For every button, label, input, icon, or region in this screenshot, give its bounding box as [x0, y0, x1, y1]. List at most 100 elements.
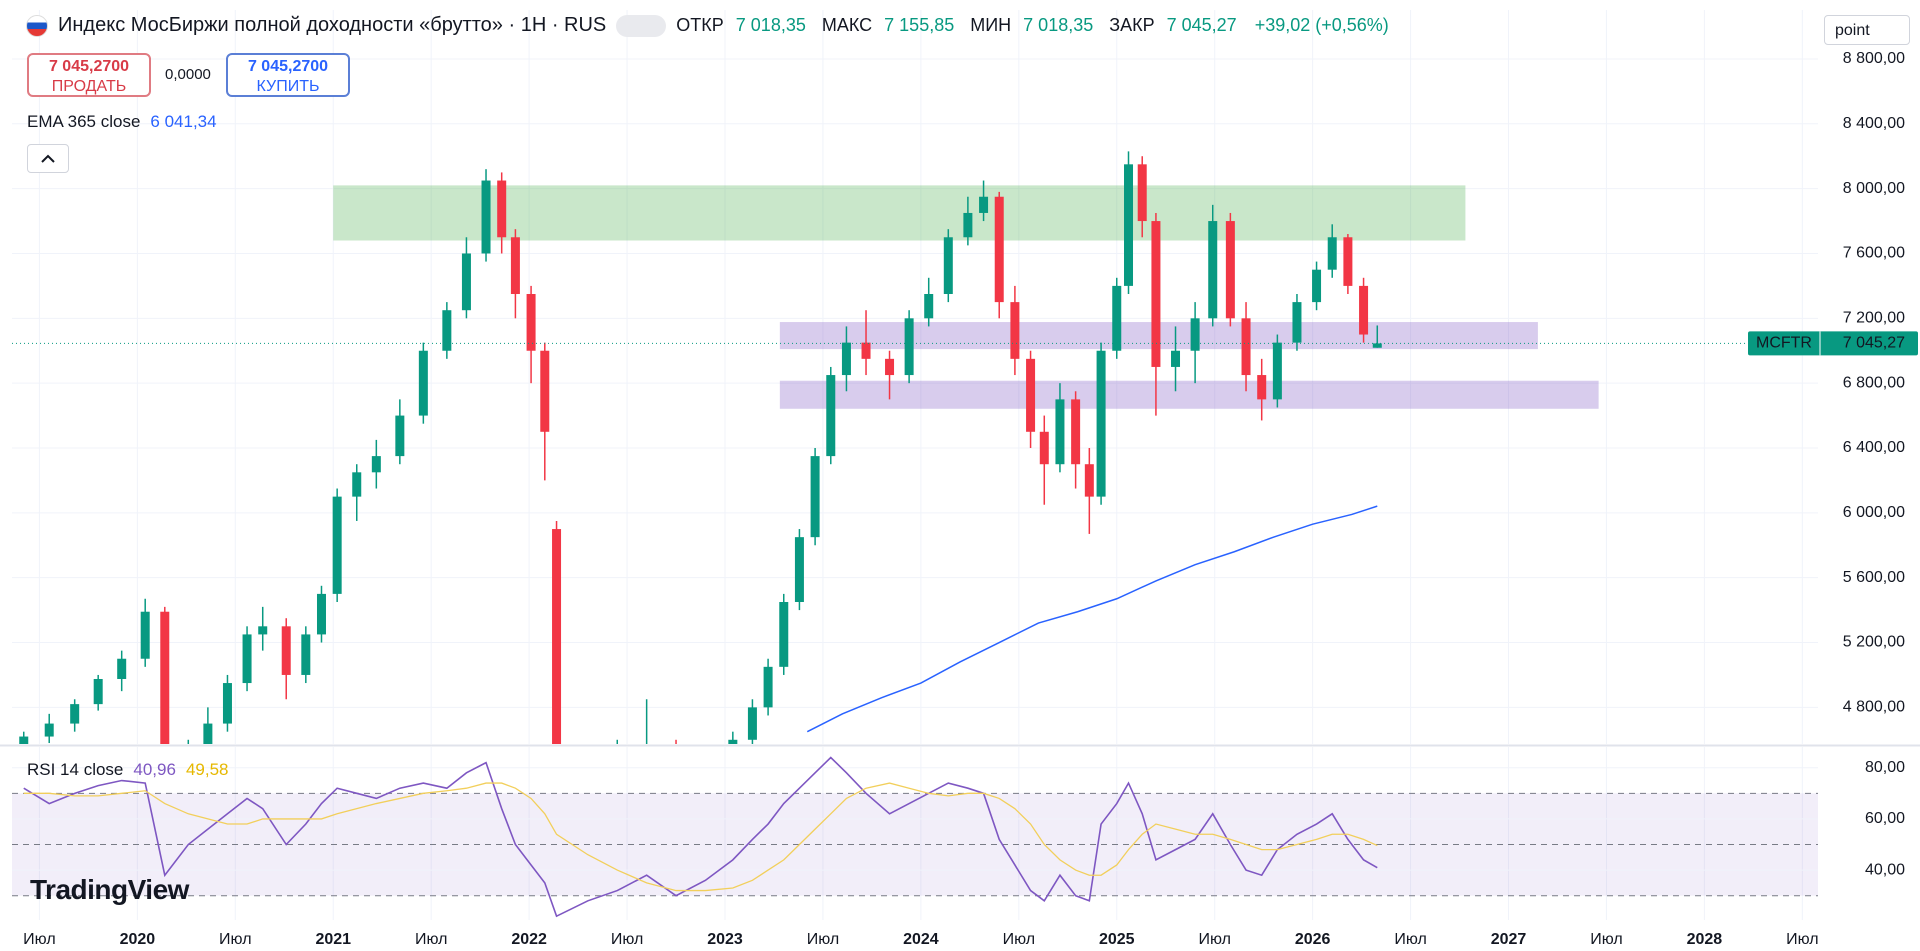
- candle-body: [904, 318, 914, 376]
- sell-price: 7 045,2700: [48, 58, 130, 75]
- x-tick-label: Июл: [1198, 931, 1230, 948]
- ohlc-value: 7 045,27: [1166, 15, 1237, 35]
- candle-body: [281, 626, 291, 675]
- candle-body: [826, 375, 836, 457]
- price-tag-name: MCFTR: [1756, 335, 1812, 352]
- candle-body: [540, 350, 550, 432]
- candle-body: [1257, 375, 1267, 400]
- candle-body: [841, 342, 851, 376]
- candle-body: [747, 707, 757, 740]
- ohlc-value: 7 018,35: [735, 15, 806, 35]
- y-tick-label: 8 800,00: [1843, 50, 1905, 67]
- x-tick-label: Июл: [807, 931, 839, 948]
- candle-body: [526, 294, 536, 351]
- y-tick-label: 8 400,00: [1843, 115, 1905, 132]
- candle-body: [1225, 221, 1235, 319]
- x-tick-label: Июл: [611, 931, 643, 948]
- candle-body: [203, 723, 213, 744]
- candle-body: [222, 683, 232, 724]
- rsi-legend: RSI 14 close 40,96 49,58: [27, 760, 228, 780]
- candle-body: [371, 456, 381, 473]
- scale-button[interactable]: point: [1824, 15, 1910, 45]
- y-tick-label: 6 800,00: [1843, 374, 1905, 391]
- rsi-name: RSI 14 close: [27, 760, 124, 779]
- ema-line: [806, 505, 1378, 733]
- y-tick-label: 4 800,00: [1843, 699, 1905, 716]
- candle-body: [1312, 269, 1322, 303]
- candle-body: [510, 237, 520, 295]
- collapse-button[interactable]: [27, 144, 69, 173]
- candle-body: [963, 212, 973, 238]
- candle-body: [672, 756, 681, 797]
- x-tick-label: 2028: [1687, 931, 1723, 948]
- rsi-ma-value: 49,58: [185, 760, 229, 779]
- x-tick-label: 2020: [120, 931, 156, 948]
- candle-body: [1124, 164, 1134, 286]
- candle-body: [1171, 350, 1181, 367]
- zone: [779, 380, 1599, 409]
- candle-body: [728, 739, 738, 744]
- logo: TradingView: [30, 874, 189, 905]
- candle-body: [258, 626, 268, 635]
- candle-body: [481, 180, 491, 254]
- candle-body: [1359, 285, 1369, 335]
- sell-button[interactable]: 7 045,2700 ПРОДАТЬ: [27, 53, 151, 97]
- zone: [333, 185, 1466, 241]
- ohlc-name: МИН: [970, 15, 1012, 35]
- candle-body: [994, 196, 1004, 303]
- ema-value: 6 041,34: [150, 112, 217, 131]
- buy-price: 7 045,2700: [247, 58, 329, 75]
- candle-body: [779, 601, 789, 667]
- x-tick-label: Июл: [1786, 931, 1818, 948]
- spread: 0,0000: [165, 66, 211, 83]
- ohlc-value: 7 018,35: [1023, 15, 1094, 35]
- candle-body: [1084, 464, 1094, 497]
- rsi-tick-label: 40,00: [1865, 861, 1905, 878]
- x-tick-label: 2021: [315, 931, 351, 948]
- candle-body: [301, 634, 311, 675]
- ohlc-value: 7 155,85: [884, 15, 955, 35]
- ohlc-name: МАКС: [821, 15, 873, 35]
- candle-body: [442, 310, 452, 351]
- candle-body: [613, 772, 622, 788]
- candle-body: [1112, 285, 1122, 351]
- x-tick-label: Июл: [1590, 931, 1622, 948]
- rsi-value: 40,96: [133, 760, 176, 779]
- buy-button[interactable]: 7 045,2700 КУПИТЬ: [226, 53, 350, 97]
- x-tick-label: 2027: [1491, 931, 1527, 948]
- rsi-tick-label: 80,00: [1865, 759, 1905, 776]
- y-tick-label: 7 200,00: [1843, 310, 1905, 327]
- y-tick-label: 5 600,00: [1843, 569, 1905, 586]
- candle-body: [19, 736, 29, 744]
- candle-body: [1241, 318, 1251, 376]
- main-pane: [12, 10, 1818, 797]
- x-tick-label: 2026: [1295, 931, 1331, 948]
- candle-body: [332, 496, 342, 594]
- rsi-pane: [12, 747, 1818, 920]
- rsi-tick-label: 60,00: [1865, 810, 1905, 827]
- candle-body: [1071, 399, 1081, 465]
- x-tick-label: Июл: [1394, 931, 1426, 948]
- candle-body: [943, 237, 953, 295]
- candle-body: [1372, 343, 1382, 348]
- candle-body: [642, 756, 651, 772]
- candle-body: [1292, 302, 1302, 343]
- ohlc-name: ОТКР: [676, 15, 724, 35]
- candle-body: [1039, 431, 1049, 465]
- candle-body: [93, 678, 103, 705]
- candle-body: [70, 704, 80, 724]
- candle-body: [1010, 302, 1020, 359]
- candle-body: [160, 611, 170, 744]
- candle-body: [810, 456, 820, 538]
- symbol-title: Индекс МосБиржи полной доходности «брутт…: [58, 14, 607, 36]
- candle-body: [763, 666, 773, 708]
- status-pill[interactable]: [616, 14, 667, 37]
- flag-icon: [26, 14, 48, 37]
- rsi-ma-line: [23, 782, 1378, 892]
- candle-body: [1096, 350, 1106, 497]
- x-tick-label: 2022: [511, 931, 547, 948]
- ema-name: EMA 365 close: [27, 112, 141, 131]
- candle-body: [44, 723, 54, 737]
- y-tick-label: 6 000,00: [1843, 504, 1905, 521]
